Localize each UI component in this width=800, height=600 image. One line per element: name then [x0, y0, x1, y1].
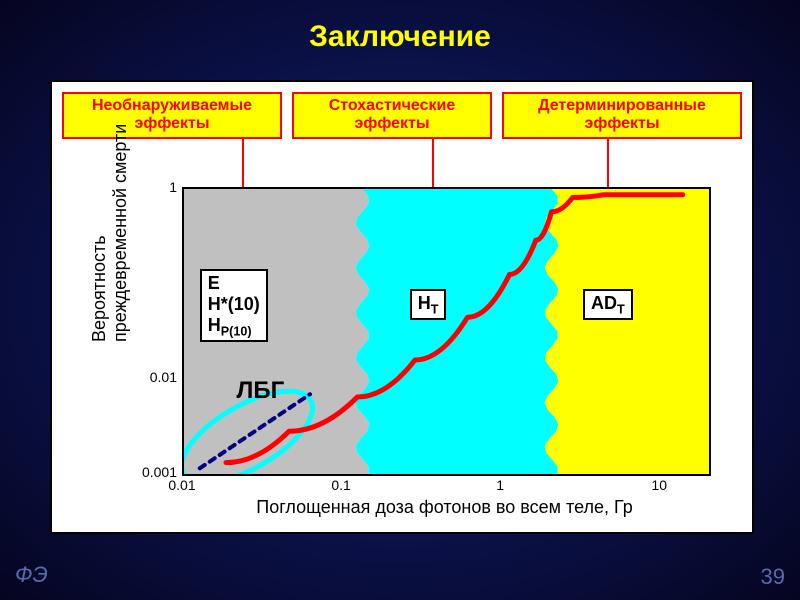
- category-connector: [432, 137, 434, 187]
- category-box-deterministic: Детерминированные эффекты: [502, 92, 742, 139]
- cat-label: Необнаруживаемые: [92, 97, 252, 114]
- slide-title: Заключение: [0, 20, 800, 54]
- dose-label-E: EH*(10)HP(10): [200, 269, 268, 343]
- y-tick-label: 0.01: [129, 369, 177, 385]
- dose-label-HT: HT: [410, 289, 447, 321]
- page-number: 39: [761, 564, 785, 590]
- x-tick-label: 10: [651, 477, 667, 493]
- institute-logo-icon: ФЭ: [15, 562, 48, 588]
- cat-label: Стохастические: [329, 97, 456, 114]
- cat-label: эффекты: [134, 115, 209, 132]
- cat-label: Детерминированные: [538, 97, 706, 114]
- presentation-slide: Заключение Необнаруживаемые эффекты Стох…: [0, 0, 800, 600]
- x-tick-label: 0.1: [331, 477, 350, 493]
- y-axis-label: Вероятность преждевременной смерти: [89, 322, 131, 342]
- x-tick-label: 1: [496, 477, 504, 493]
- cat-label: эффекты: [584, 115, 659, 132]
- lbg-label: ЛБГ: [237, 377, 285, 405]
- plot-area: EH*(10)HP(10) HT ADT ЛБГ: [182, 187, 711, 476]
- chart-container: Необнаруживаемые эффекты Стохастические …: [50, 80, 754, 534]
- category-connector: [607, 137, 609, 187]
- x-tick-label: 0.01: [168, 477, 195, 493]
- dose-label-ADT: ADT: [583, 289, 633, 321]
- cat-label: эффекты: [354, 115, 429, 132]
- x-axis-label: Поглощенная доза фотонов во всем теле, Г…: [182, 497, 707, 518]
- category-box-stochastic: Стохастические эффекты: [292, 92, 492, 139]
- y-tick-label: 1: [129, 179, 177, 195]
- category-connector: [242, 137, 244, 187]
- category-box-undetectable: Необнаруживаемые эффекты: [62, 92, 282, 139]
